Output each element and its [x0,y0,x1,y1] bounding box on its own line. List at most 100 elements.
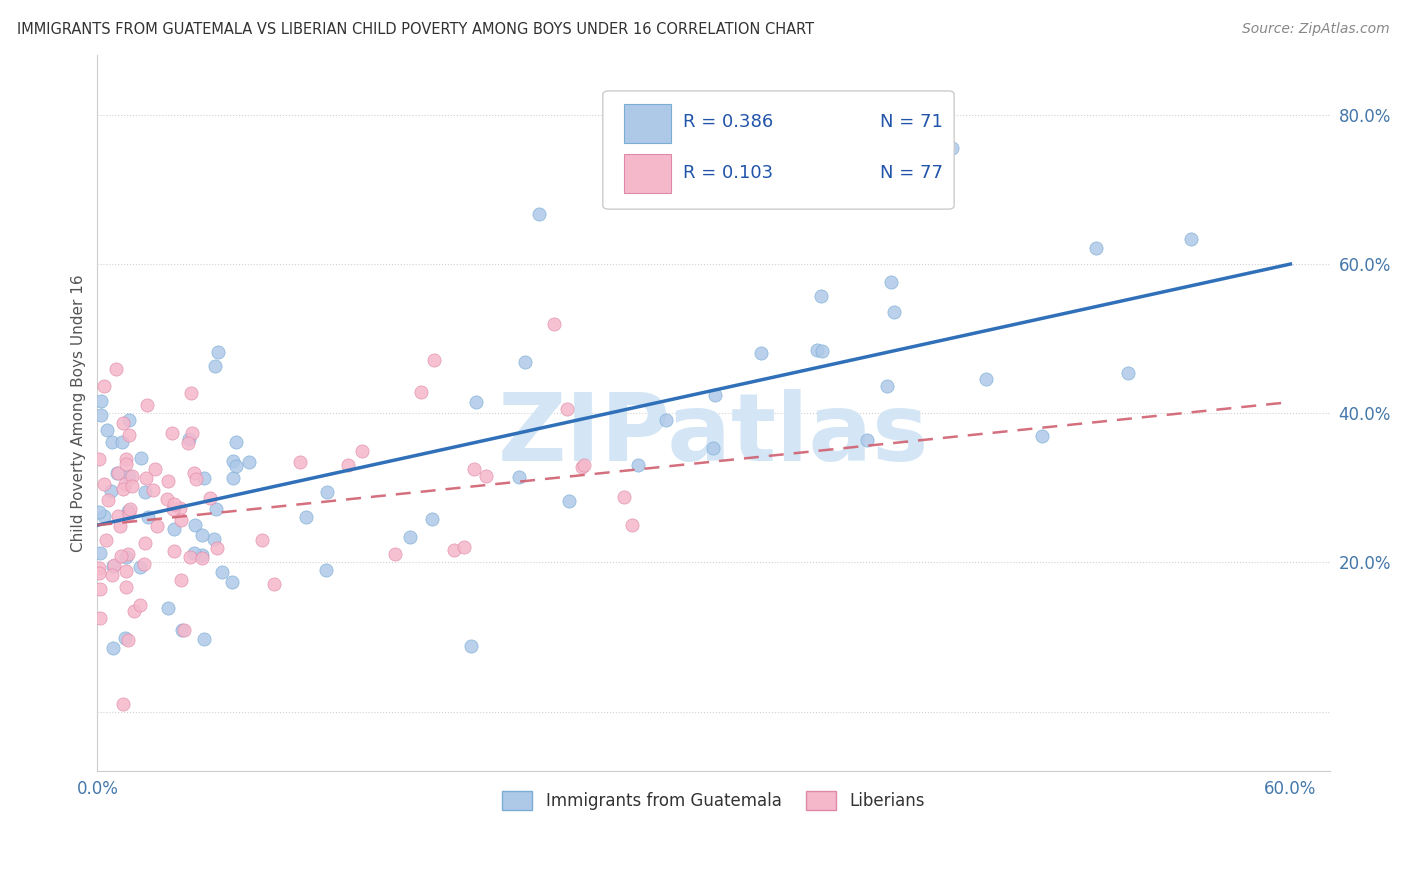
Point [571,459,593,474]
Point [572,458,595,472]
Point [94,533,117,548]
Point [883,305,905,319]
Bar [624,154,671,194]
Point [222,454,245,468]
Point [114,452,136,467]
Point [134,484,156,499]
Point [558,493,581,508]
Point [121,479,143,493]
Point [110,549,132,564]
Bar [624,103,671,144]
Point [315,563,337,577]
Point [120,502,142,516]
Text: N = 71: N = 71 [880,112,943,131]
Point [180,426,202,441]
Point [117,632,139,647]
Point [118,427,141,442]
Point [613,490,636,504]
Point [162,497,184,511]
Point [93,509,115,524]
Point [103,558,125,573]
Point [89,451,111,466]
Point [170,623,193,637]
Point [128,559,150,574]
Point [114,631,136,645]
Point [142,483,165,497]
Point [111,697,134,711]
Point [122,604,145,618]
Point [855,434,877,448]
Point [976,372,998,386]
Point [163,522,186,536]
Point [749,346,772,360]
Point [193,632,215,646]
Point [111,482,134,496]
Point [193,470,215,484]
Point [1180,232,1202,246]
Point [811,344,834,359]
Point [703,388,725,402]
Point [108,519,131,533]
Point [1116,366,1139,380]
Point [100,484,122,499]
Point [177,432,200,446]
Point [207,344,229,359]
Text: IMMIGRANTS FROM GUATEMALA VS LIBERIAN CHILD POVERTY AMONG BOYS UNDER 16 CORRELAT: IMMIGRANTS FROM GUATEMALA VS LIBERIAN CH… [17,22,814,37]
Point [101,640,124,655]
Point [96,424,118,438]
Point [134,535,156,549]
Point [107,508,129,523]
Point [384,547,406,561]
Point [143,462,166,476]
Point [420,512,443,526]
Text: Source: ZipAtlas.com: Source: ZipAtlas.com [1241,22,1389,37]
Point [93,477,115,491]
Point [115,549,138,564]
Point [101,567,124,582]
Point [89,582,111,596]
Point [114,457,136,471]
Point [463,462,485,476]
Point [177,435,200,450]
Point [114,477,136,491]
Point [198,491,221,505]
Point [221,471,243,485]
Point [316,484,339,499]
Point [702,441,724,455]
Point [89,566,111,580]
Point [543,317,565,331]
Point [156,491,179,506]
Point [121,469,143,483]
Point [157,474,180,488]
Point [169,501,191,516]
Point [183,546,205,560]
Point [627,458,650,472]
Point [513,355,536,369]
Point [111,435,134,450]
Point [101,434,124,449]
Legend: Immigrants from Guatemala, Liberians: Immigrants from Guatemala, Liberians [495,784,932,817]
Point [880,275,903,289]
Point [89,611,111,625]
Point [90,393,112,408]
Point [460,639,482,653]
Point [184,471,207,485]
Point [527,207,550,221]
Point [288,455,311,469]
Point [810,289,832,303]
Point [621,517,644,532]
Point [453,541,475,555]
Point [941,141,963,155]
Point [294,509,316,524]
Point [118,469,141,483]
Point [399,530,422,544]
Point [184,517,207,532]
Y-axis label: Child Poverty Among Boys Under 16: Child Poverty Among Boys Under 16 [72,275,86,552]
Point [169,573,191,587]
Point [225,458,247,473]
Point [252,533,274,547]
Point [89,546,111,560]
Point [337,458,360,472]
Point [111,416,134,430]
Point [129,450,152,465]
